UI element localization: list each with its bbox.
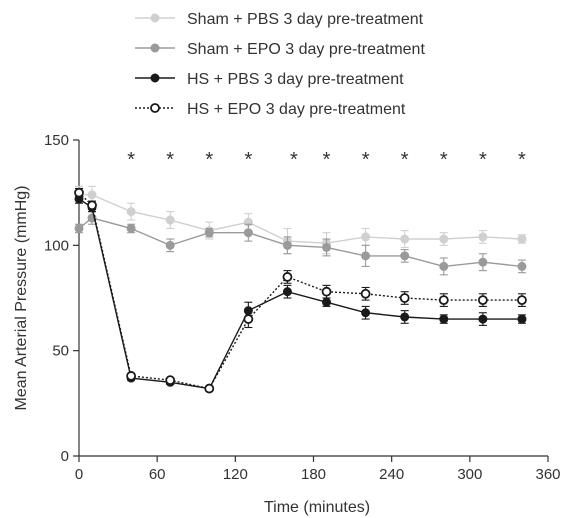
data-point [360, 288, 371, 299]
data-point [165, 240, 175, 250]
data-point [477, 295, 488, 306]
y-tick-label: 0 [61, 448, 69, 465]
significance-star: * [518, 149, 526, 171]
data-point [282, 272, 293, 282]
legend-marker [150, 13, 160, 23]
y-axis-label: Mean Arterial Pressure (mmHg) [13, 186, 30, 411]
data-point [438, 295, 449, 306]
series-3 [74, 194, 527, 394]
legend-label: HS + EPO 3 day pre-treatment [187, 101, 406, 118]
legend-marker [150, 103, 160, 113]
legend-marker [150, 43, 160, 53]
data-point [439, 314, 449, 324]
data-point [361, 232, 371, 242]
data-point [400, 312, 410, 322]
data-point [165, 375, 176, 386]
data-point [74, 223, 84, 233]
series-line [79, 194, 522, 244]
significance-star: * [362, 149, 370, 171]
data-point [322, 297, 332, 307]
y-tick-label: 100 [44, 237, 69, 254]
data-point [399, 293, 410, 303]
data-point [361, 308, 371, 318]
data-point [204, 228, 214, 238]
data-point [517, 295, 527, 306]
x-tick-label: 0 [75, 466, 83, 483]
x-tick-label: 120 [223, 466, 248, 483]
legend-item: Sham + PBS 3 day pre-treatment [135, 11, 424, 28]
x-tick-label: 60 [149, 466, 166, 483]
data-point [165, 215, 175, 225]
x-tick-label: 300 [457, 466, 482, 483]
significance-star: * [205, 149, 213, 171]
series-2 [74, 211, 527, 276]
significance-star: * [244, 149, 252, 171]
data-point [400, 234, 410, 244]
x-tick-label: 180 [301, 466, 326, 483]
x-tick-label: 240 [379, 466, 404, 483]
data-point [478, 257, 488, 267]
legend: Sham + PBS 3 day pre-treatment Sham + EPO… [135, 11, 425, 118]
series-line [78, 192, 522, 390]
data-point [126, 207, 136, 217]
significance-star: * [479, 149, 487, 171]
data-point [282, 287, 292, 297]
data-point [243, 314, 254, 324]
axes: 0 50 100 150 0 60 120 180 240 300 360 [44, 132, 561, 483]
y-tick-label: 150 [44, 132, 69, 149]
data-point [322, 242, 332, 252]
data-point [439, 234, 449, 244]
significance-markers: * * * * * * * * * * * [127, 149, 526, 171]
data-point [517, 234, 527, 244]
y-tick-label: 50 [52, 343, 69, 360]
data-point [478, 314, 488, 324]
legend-item: HS + PBS 3 day pre-treatment [135, 71, 404, 88]
data-point [87, 200, 97, 211]
data-point [517, 314, 527, 324]
data-point [282, 240, 292, 250]
x-tick-label: 360 [535, 466, 560, 483]
significance-star: * [127, 149, 135, 171]
data-point [74, 187, 84, 198]
data-point [400, 251, 410, 261]
legend-label: HS + PBS 3 day pre-treatment [187, 71, 404, 88]
data-point [126, 371, 137, 381]
data-point [361, 251, 371, 261]
significance-star: * [290, 149, 298, 171]
significance-star: * [440, 149, 448, 171]
significance-star: * [401, 149, 409, 171]
series-4 [74, 187, 527, 394]
data-point [517, 261, 527, 271]
plot-area [74, 185, 527, 394]
series-1 [74, 185, 527, 255]
data-point [478, 232, 488, 242]
legend-label: Sham + EPO 3 day pre-treatment [187, 41, 425, 58]
significance-star: * [323, 149, 331, 171]
x-axis-label: Time (minutes) [264, 499, 370, 516]
series-line [78, 198, 522, 390]
data-point [243, 228, 253, 238]
data-point [204, 383, 215, 394]
data-point [126, 223, 136, 233]
legend-item: HS + EPO 3 day pre-treatment [135, 101, 406, 118]
legend-marker [150, 73, 160, 83]
data-point [439, 261, 449, 271]
legend-item: Sham + EPO 3 day pre-treatment [135, 41, 425, 58]
data-point [87, 190, 97, 200]
data-point [321, 286, 332, 297]
legend-label: Sham + PBS 3 day pre-treatment [187, 11, 424, 28]
significance-star: * [166, 149, 174, 171]
